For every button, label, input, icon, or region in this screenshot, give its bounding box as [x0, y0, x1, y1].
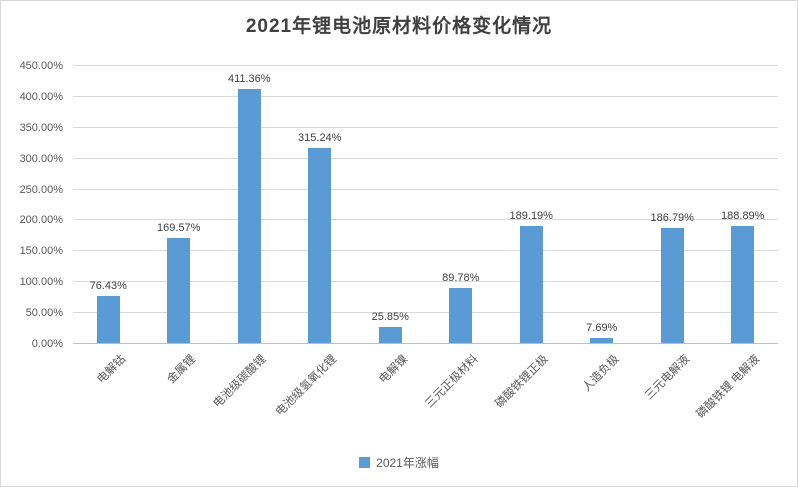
gridline	[73, 157, 778, 159]
bar	[731, 226, 755, 343]
gridline	[73, 65, 778, 66]
y-axis-tick-label: 250.00%	[19, 183, 63, 196]
gridline	[73, 95, 778, 97]
y-axis-tick-label: 300.00%	[19, 152, 63, 165]
bar	[308, 148, 332, 343]
legend: 2021年涨幅	[1, 454, 797, 471]
bar	[660, 227, 684, 343]
x-axis-line	[73, 343, 778, 344]
gridline	[73, 219, 778, 221]
x-axis-category-label: 电解镍	[376, 353, 410, 387]
x-axis-category-label: 电池级碳酸锂	[211, 353, 269, 411]
bar-data-label: 188.89%	[721, 210, 765, 223]
legend-label: 2021年涨幅	[376, 456, 439, 470]
legend-marker-icon	[359, 457, 371, 468]
gridline	[73, 126, 778, 128]
bar-data-label: 76.43%	[89, 279, 127, 292]
bar-data-label: 25.85%	[371, 311, 409, 324]
x-axis-category-label: 电解钴	[94, 353, 128, 387]
chart-title: 2021年锂电池原材料价格变化情况	[245, 16, 553, 37]
y-axis-tick-label: 100.00%	[19, 276, 63, 289]
x-axis-category-label: 电池级氢氧化锂	[273, 353, 340, 419]
bar	[590, 338, 614, 343]
bar-data-label: 315.24%	[298, 132, 342, 145]
gridline	[73, 188, 778, 190]
bar-data-label: 7.69%	[586, 322, 618, 335]
bar-data-label: 186.79%	[650, 211, 694, 224]
bar	[519, 226, 543, 343]
bar-data-label: 169.57%	[157, 222, 201, 235]
bar	[96, 295, 120, 343]
x-axis-category-label: 三元电解液	[642, 353, 692, 403]
y-axis-tick-label: 200.00%	[19, 214, 63, 227]
y-axis-tick-label: 400.00%	[19, 90, 63, 103]
bar	[378, 327, 402, 343]
y-axis-tick-label: 150.00%	[19, 245, 63, 258]
x-axis-category-label: 磷酸铁锂正极	[493, 353, 551, 411]
y-axis-tick-label: 350.00%	[19, 121, 63, 134]
plot-area: 76.43% 169.57% 411.36% 315.24% 25.85% 89.78% 1…	[73, 65, 778, 344]
x-axis-category-label: 金属锂	[165, 353, 199, 387]
bar	[167, 238, 191, 343]
bar-data-label: 189.19%	[509, 210, 553, 223]
y-axis-tick-label: 450.00%	[19, 60, 63, 72]
x-axis-category-label: 人造负极	[580, 353, 622, 395]
gridline	[73, 281, 778, 283]
bar-data-label: 89.78%	[442, 271, 480, 284]
y-axis-tick-label: 0.00%	[31, 338, 63, 350]
gridline	[73, 250, 778, 252]
y-axis-tick-label: 50.00%	[25, 307, 63, 320]
bar	[449, 287, 473, 343]
x-axis-category-label: 磷酸铁锂 电解液	[694, 353, 763, 421]
gridline	[73, 312, 778, 314]
bar	[237, 88, 261, 343]
bar-data-label: 411.36%	[227, 72, 271, 85]
x-axis-category-label: 三元正极材料	[423, 353, 481, 411]
